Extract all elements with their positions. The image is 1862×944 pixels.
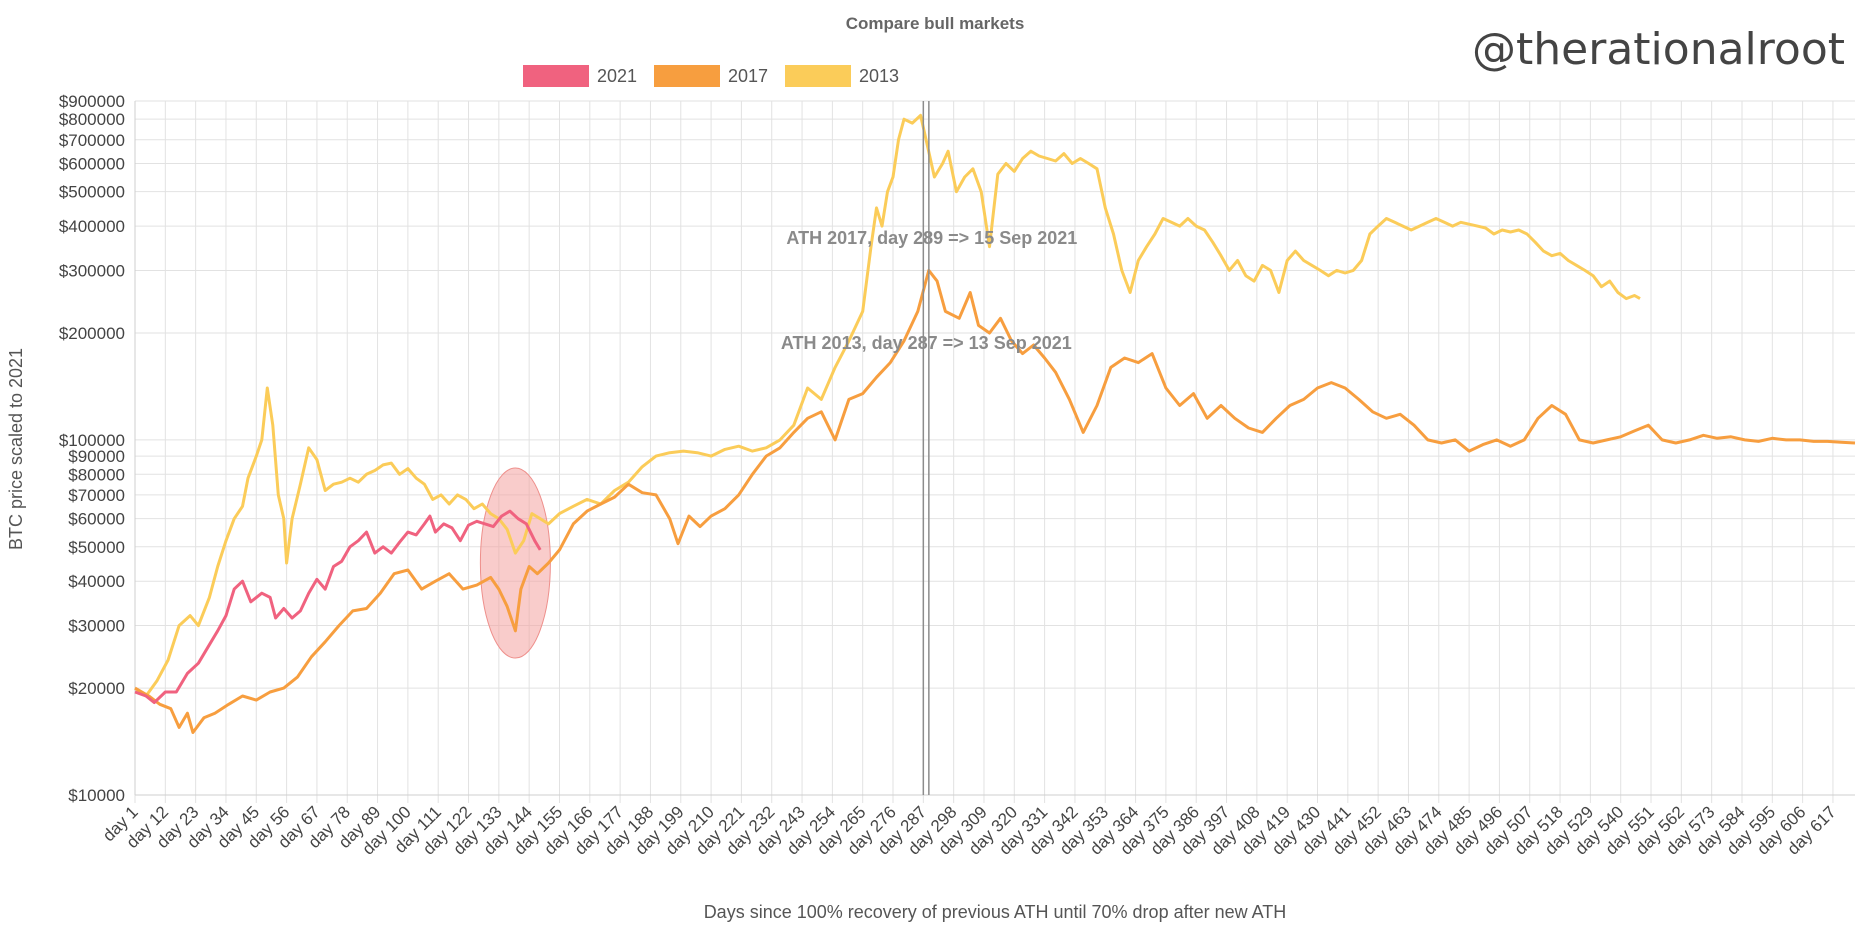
y-tick-label: $10000	[68, 786, 125, 805]
y-tick-label: $20000	[68, 679, 125, 698]
series-line-2013	[134, 113, 1641, 698]
legend-label-2017: 2017	[728, 66, 768, 86]
y-tick-label: $40000	[68, 572, 125, 591]
y-tick-label: $600000	[59, 155, 125, 174]
y-axis-label: BTC price scaled to 2021	[6, 348, 26, 550]
y-tick-label: $200000	[59, 324, 125, 343]
x-axis-label: Days since 100% recovery of previous ATH…	[704, 902, 1287, 922]
legend-swatch-2013	[785, 65, 851, 87]
y-tick-label: $70000	[68, 486, 125, 505]
chart-legend: 2021 2017 2013	[523, 65, 899, 87]
ath-annotation-289: ATH 2017, day 289 => 15 Sep 2021	[786, 228, 1077, 248]
chart-title: Compare bull markets	[846, 14, 1025, 33]
series-lines	[134, 113, 1856, 734]
y-tick-label: $60000	[68, 510, 125, 529]
y-tick-label: $500000	[59, 183, 125, 202]
y-tick-label: $50000	[68, 538, 125, 557]
legend-label-2013: 2013	[859, 66, 899, 86]
y-tick-label: $80000	[68, 465, 125, 484]
y-tick-label: $800000	[59, 110, 125, 129]
series-line-2021	[134, 509, 542, 705]
legend-label-2021: 2021	[597, 66, 637, 86]
y-tick-label: $30000	[68, 617, 125, 636]
ath-annotation-287: ATH 2013, day 287 => 13 Sep 2021	[781, 333, 1072, 353]
y-tick-label: $90000	[68, 447, 125, 466]
watermark-text: @therationalroot	[1472, 24, 1845, 75]
series-line-2017	[134, 268, 1856, 734]
legend-swatch-2021	[523, 65, 589, 87]
y-tick-label: $900000	[59, 92, 125, 111]
ath-marker-lines	[922, 101, 930, 795]
y-axis-ticks: $10000 $20000 $30000 $40000 $50000 $60000 $700…	[59, 92, 125, 805]
legend-swatch-2017	[654, 65, 720, 87]
chart-grid	[134, 100, 1855, 803]
y-tick-label: $700000	[59, 131, 125, 150]
y-tick-label: $100000	[59, 431, 125, 450]
y-tick-label: $400000	[59, 217, 125, 236]
y-tick-label: $300000	[59, 261, 125, 280]
ath-annotations: ATH 2017, day 289 => 15 Sep 2021 ATH 2013…	[781, 228, 1077, 353]
